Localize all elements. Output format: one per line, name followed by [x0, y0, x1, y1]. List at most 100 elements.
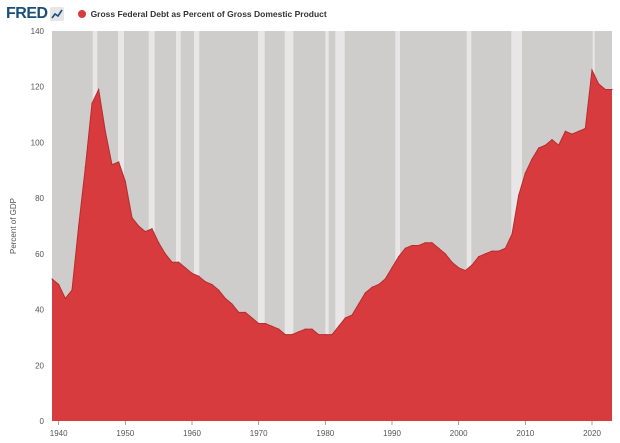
- data-point: [544, 144, 546, 146]
- x-tick-label: 1950: [116, 429, 134, 438]
- data-point: [504, 247, 506, 249]
- recession-band: [258, 31, 265, 421]
- data-point: [364, 292, 366, 294]
- data-point: [444, 253, 446, 255]
- data-point: [164, 253, 166, 255]
- legend-swatch: [77, 10, 86, 18]
- data-point: [598, 83, 600, 85]
- x-tick-label: 2000: [450, 429, 468, 438]
- data-point: [144, 230, 146, 233]
- series-area: [52, 70, 612, 421]
- data-point: [271, 325, 273, 327]
- data-point: [131, 217, 133, 219]
- data-point: [124, 180, 126, 183]
- data-point: [91, 102, 93, 105]
- data-point: [564, 130, 566, 132]
- data-point: [258, 322, 260, 325]
- y-tick-label: 60: [35, 250, 44, 259]
- data-point: [478, 256, 480, 258]
- data-point: [324, 334, 326, 336]
- data-point: [578, 130, 580, 132]
- legend[interactable]: Gross Federal Debt as Percent of Gross D…: [77, 9, 327, 19]
- data-point: [158, 242, 160, 244]
- fred-logo[interactable]: FRED: [6, 5, 64, 23]
- data-point: [424, 242, 426, 244]
- data-point: [611, 88, 613, 91]
- data-point: [458, 267, 460, 269]
- y-tick-label: 0: [40, 417, 45, 426]
- data-point: [591, 69, 593, 71]
- data-point: [184, 267, 186, 269]
- data-point: [451, 261, 453, 263]
- fred-logo-text: FRED: [6, 5, 48, 22]
- data-point: [571, 133, 573, 135]
- y-axis-title: Percent of GDP: [9, 198, 18, 254]
- data-point: [278, 328, 280, 330]
- recession-band: [466, 31, 472, 421]
- data-point: [171, 261, 173, 263]
- data-point: [118, 161, 120, 163]
- data-point: [218, 289, 220, 291]
- fred-logo-graph-icon: [49, 7, 64, 21]
- data-point: [211, 283, 213, 286]
- data-point: [291, 334, 293, 336]
- data-point: [264, 322, 266, 325]
- data-point: [551, 139, 553, 141]
- data-point: [251, 317, 253, 319]
- data-point: [338, 325, 340, 327]
- data-point: [431, 242, 433, 244]
- data-point: [98, 88, 100, 91]
- data-point: [111, 164, 113, 166]
- data-point: [398, 256, 400, 258]
- data-point: [71, 289, 73, 291]
- data-point: [64, 297, 66, 300]
- data-point: [311, 328, 313, 330]
- data-point: [391, 267, 393, 269]
- y-tick-label: 20: [35, 361, 44, 370]
- data-point: [404, 247, 406, 249]
- data-point: [298, 331, 300, 333]
- data-point: [231, 303, 233, 305]
- data-point: [191, 272, 193, 274]
- data-point: [331, 334, 333, 336]
- data-point: [84, 166, 86, 169]
- data-point: [371, 286, 373, 288]
- data-point: [138, 225, 140, 227]
- y-tick-label: 100: [31, 138, 45, 147]
- data-point: [438, 247, 440, 249]
- y-tick-label: 120: [31, 83, 45, 92]
- data-point: [518, 194, 520, 196]
- x-tick-label: 1980: [316, 429, 334, 438]
- data-point: [484, 253, 486, 255]
- data-point: [498, 250, 500, 252]
- recession-band: [148, 31, 155, 421]
- data-point: [471, 264, 473, 266]
- data-point: [104, 130, 106, 132]
- data-point: [464, 269, 466, 272]
- data-point: [51, 278, 53, 280]
- x-tick-label: 1940: [50, 429, 68, 438]
- y-tick-label: 140: [31, 27, 45, 36]
- data-point: [284, 334, 286, 336]
- data-point: [538, 147, 540, 149]
- recession-band: [335, 31, 345, 421]
- data-point: [604, 88, 606, 91]
- recession-band: [325, 31, 329, 421]
- recession-band: [395, 31, 400, 421]
- x-tick-label: 2010: [516, 429, 534, 438]
- chart-header: FRED Gross Federal Debt as Percent of Gr…: [6, 4, 327, 24]
- x-axis: 1940 1950 1960 1970 1980 1990 2000 2010 2020: [50, 421, 601, 438]
- data-point: [418, 244, 420, 247]
- data-point: [151, 228, 153, 230]
- data-point: [351, 314, 353, 316]
- data-point: [491, 250, 493, 252]
- x-tick-label: 1960: [183, 429, 201, 438]
- legend-label: Gross Federal Debt as Percent of Gross D…: [90, 9, 327, 19]
- data-point: [304, 328, 306, 330]
- data-point: [224, 297, 226, 300]
- data-point: [531, 158, 533, 160]
- data-point: [78, 225, 80, 227]
- data-point: [58, 283, 60, 286]
- data-point: [178, 261, 180, 263]
- recession-band: [284, 31, 294, 421]
